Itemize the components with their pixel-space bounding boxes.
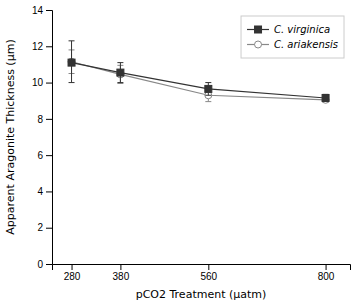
error-cap	[205, 95, 211, 96]
legend-marker	[255, 26, 262, 33]
tick-mark	[46, 83, 52, 84]
tick-label: 12	[32, 41, 44, 52]
error-bar	[323, 94, 329, 100]
tick-label: 0	[37, 259, 43, 270]
y-axis-title: Apparent Aragonite Thickness (μm)	[4, 39, 17, 234]
point	[68, 58, 75, 65]
y-axis: 0 2 4 6 8 10 12 14	[32, 5, 53, 270]
legend-item: C. virginica	[247, 24, 330, 35]
tick: 560	[200, 264, 217, 282]
legend-frame	[241, 16, 344, 58]
tick-mark	[120, 264, 121, 270]
point	[117, 69, 124, 76]
tick-label: 800	[318, 271, 335, 282]
tick: 0	[37, 259, 52, 270]
x-axis-title: pCO2 Treatment (μatm)	[136, 288, 267, 301]
tick: 380	[113, 264, 130, 282]
error-cap	[117, 83, 123, 84]
tick-label: 14	[32, 5, 44, 16]
error-bar	[69, 41, 75, 83]
tick: 14	[32, 5, 52, 16]
tick-mark	[208, 264, 209, 270]
axis-line	[53, 265, 351, 271]
tick-label: 560	[200, 271, 217, 282]
error-cap	[205, 82, 211, 83]
tick-mark	[326, 264, 327, 270]
tick-label: 4	[37, 186, 43, 197]
tick-label: 280	[64, 271, 81, 282]
axis-line	[46, 11, 53, 265]
plot-area: 280 380 560 800 0 2 4 6 8 10 12 14 C. virginica C. ar…	[32, 5, 351, 282]
error-bar	[117, 63, 123, 83]
error-cap	[69, 82, 75, 83]
point	[322, 94, 329, 101]
tick-label: 2	[37, 222, 43, 233]
tick-mark	[46, 155, 52, 156]
legend-item: C. ariakensis	[247, 39, 338, 50]
tick: 800	[318, 264, 335, 282]
series-line	[72, 63, 326, 98]
tick: 2	[37, 222, 52, 233]
tick-label: 8	[37, 114, 43, 125]
tick-label: 380	[113, 271, 130, 282]
tick: 12	[32, 41, 52, 52]
x-axis: 280 380 560 800	[53, 264, 351, 282]
error-cap	[205, 101, 211, 102]
tick-mark	[46, 10, 52, 11]
tick-mark	[46, 228, 52, 229]
tick-label: 6	[37, 150, 43, 161]
tick: 6	[37, 150, 52, 161]
error-cap	[117, 82, 123, 83]
series-line	[72, 62, 326, 100]
tick: 4	[37, 186, 52, 197]
point	[205, 85, 212, 92]
error-cap	[117, 62, 123, 63]
point	[68, 59, 75, 66]
error-cap	[69, 40, 75, 41]
chart: 280 380 560 800 0 2 4 6 8 10 12 14 C. virginica C. ar…	[0, 0, 362, 306]
tick-mark	[72, 264, 73, 270]
legend: C. virginica C. ariakensis	[241, 16, 344, 58]
tick: 10	[32, 77, 52, 88]
error-bar	[205, 83, 211, 96]
tick-mark	[46, 264, 52, 265]
legend-label: C. ariakensis	[274, 39, 338, 50]
legend-marker	[255, 41, 262, 48]
tick: 8	[37, 114, 52, 125]
tick-mark	[46, 119, 52, 120]
legend-label: C. virginica	[274, 24, 330, 35]
chart-container: 280 380 560 800 0 2 4 6 8 10 12 14 C. virginica C. ar…	[0, 0, 362, 306]
tick-mark	[46, 46, 52, 47]
tick-mark	[46, 191, 52, 192]
tick-label: 10	[32, 77, 44, 88]
tick: 280	[64, 264, 81, 282]
